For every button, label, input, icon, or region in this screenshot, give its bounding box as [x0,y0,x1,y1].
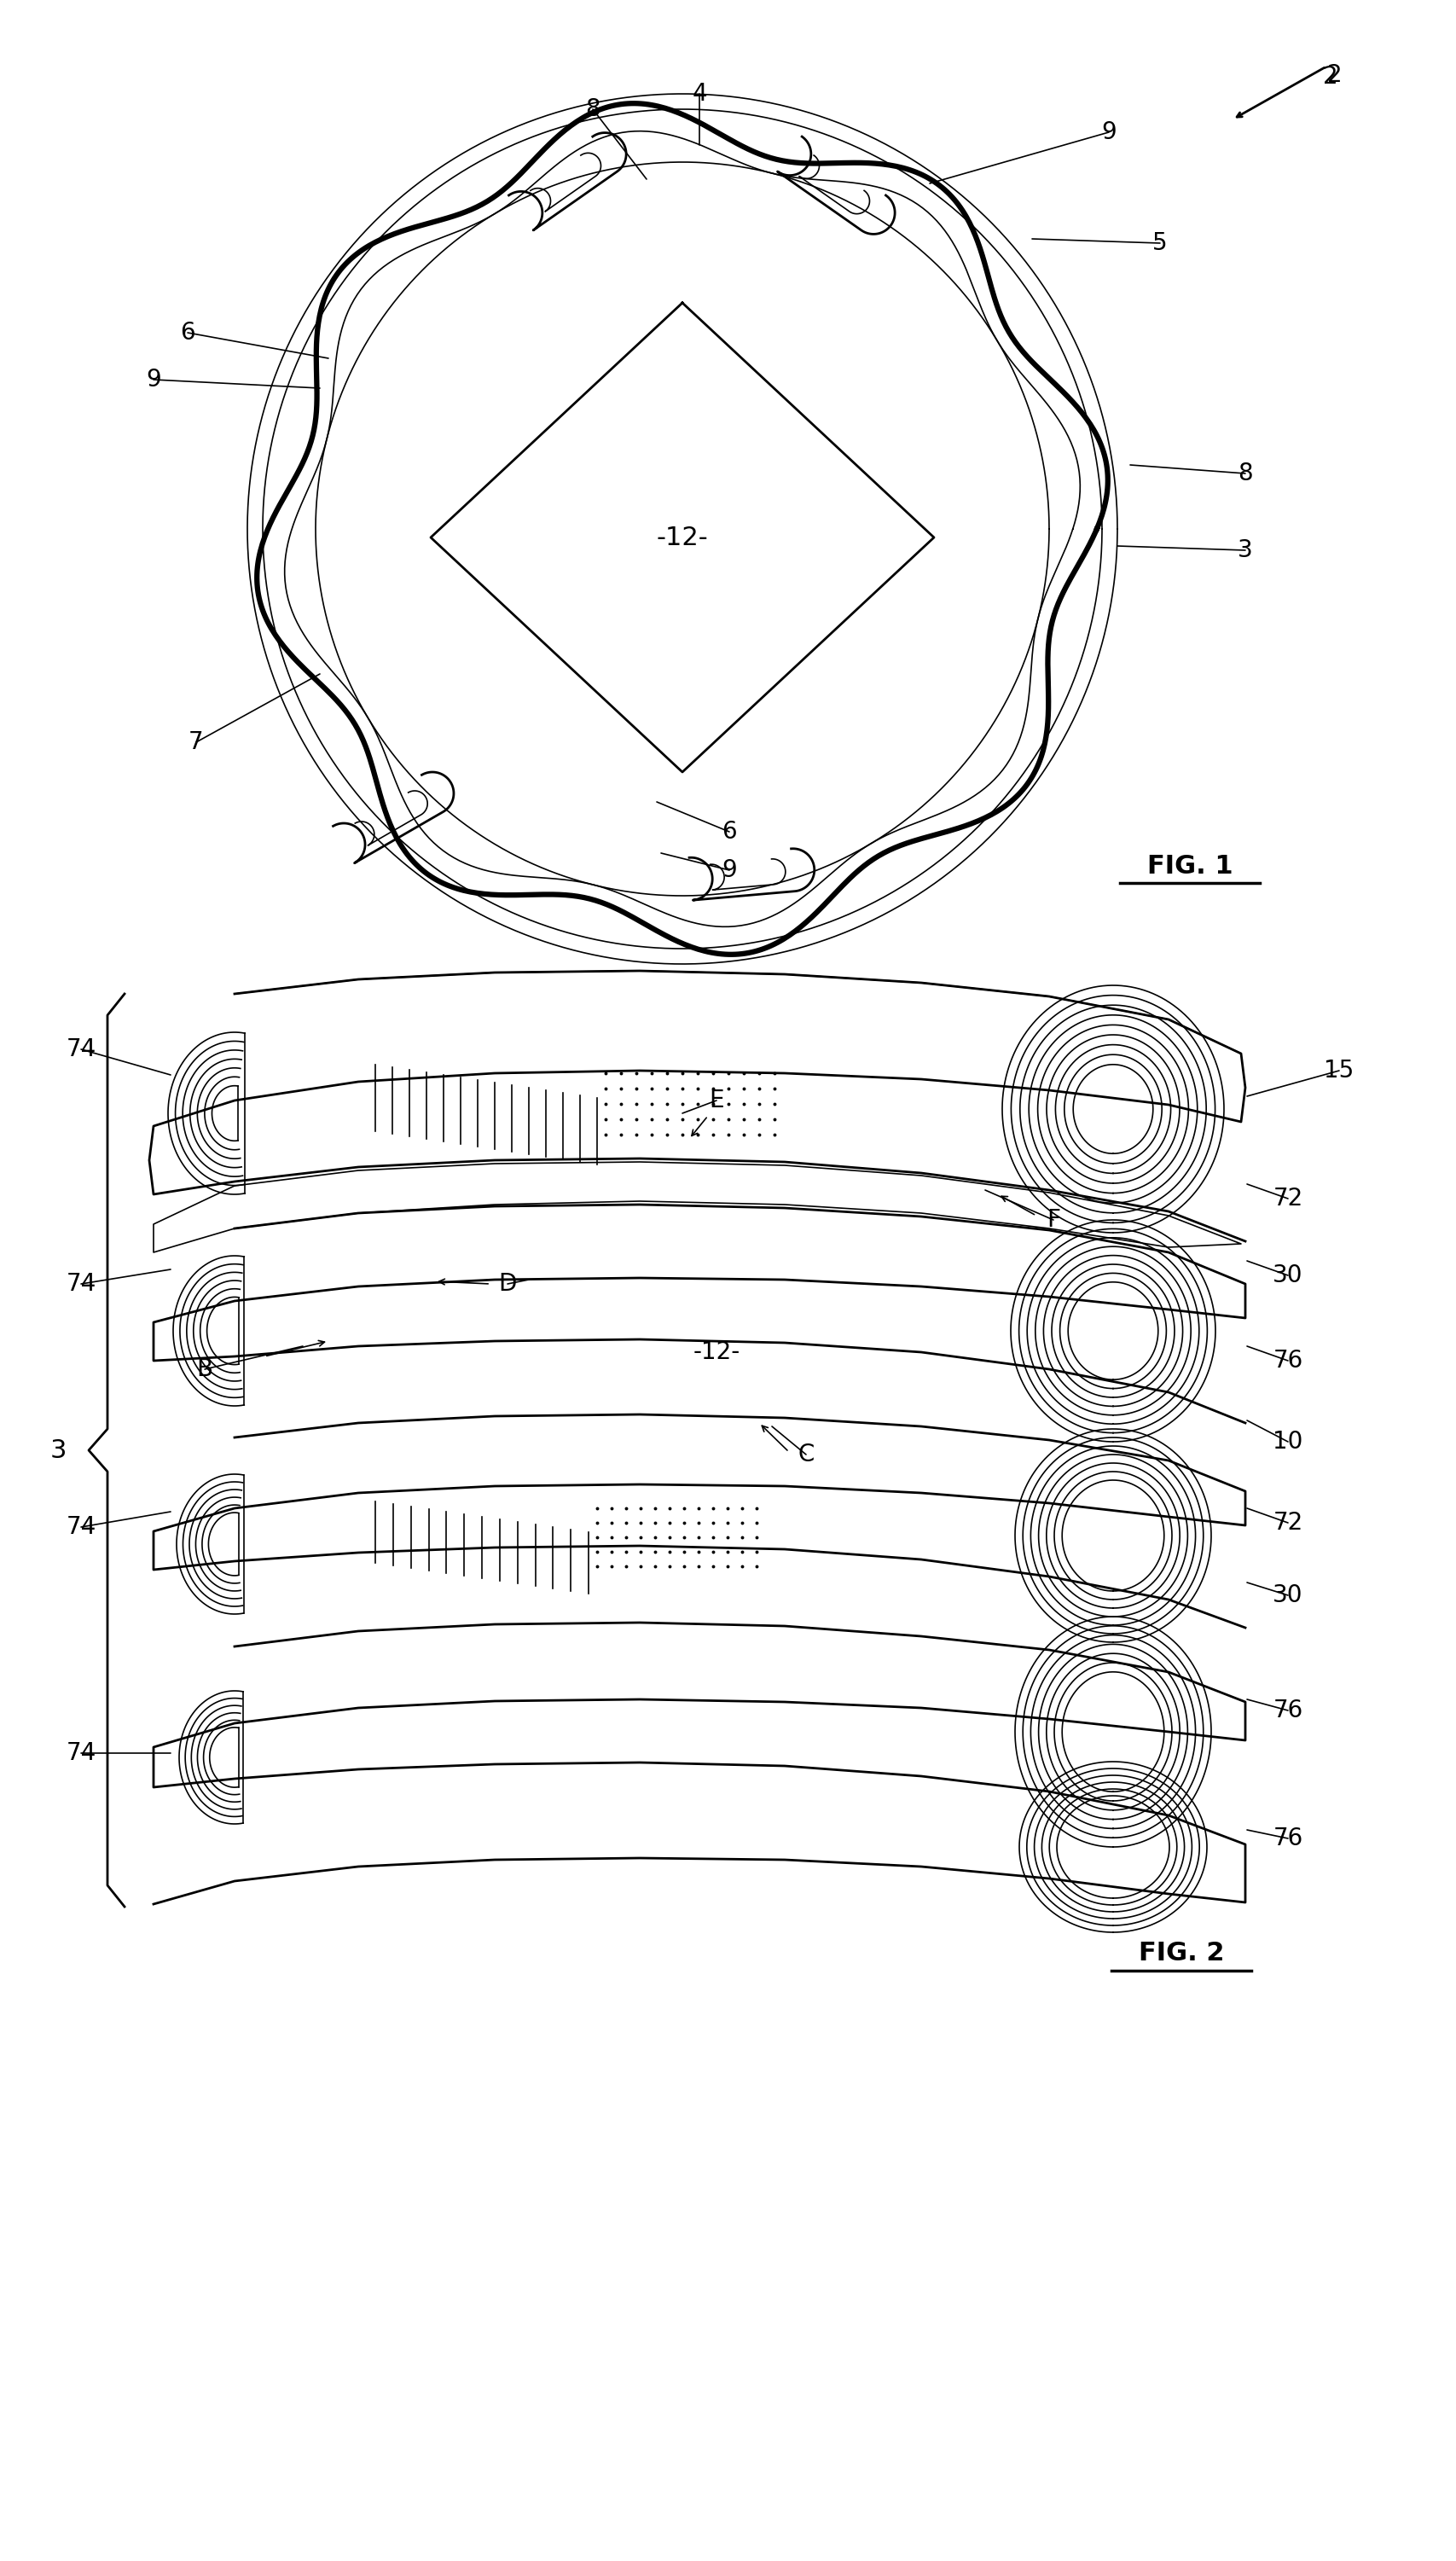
Text: 6: 6 [722,820,737,843]
Text: 3: 3 [50,1437,67,1462]
Text: C: C [798,1442,814,1467]
Text: -12-: -12- [693,1339,740,1365]
Text: 6: 6 [181,320,195,346]
Text: 15: 15 [1324,1058,1354,1083]
Text: 9: 9 [722,858,737,881]
Text: 2: 2 [1324,64,1338,90]
Text: 76: 76 [1273,1350,1303,1373]
Text: 74: 74 [66,1037,96,1060]
Text: 2: 2 [1328,64,1342,87]
Text: 10: 10 [1273,1429,1303,1455]
Text: 72: 72 [1273,1511,1303,1534]
Text: D: D [498,1273,517,1296]
Text: 7: 7 [189,730,204,753]
Text: 74: 74 [66,1273,96,1296]
Text: 74: 74 [66,1516,96,1539]
Text: 72: 72 [1273,1186,1303,1211]
Text: 76: 76 [1273,1698,1303,1724]
Text: 30: 30 [1273,1583,1303,1608]
Text: 4: 4 [692,82,708,105]
Text: 30: 30 [1273,1263,1303,1288]
Text: 8: 8 [585,97,600,120]
Text: -12-: -12- [657,525,708,551]
Text: 3: 3 [1238,538,1254,563]
Text: 74: 74 [66,1741,96,1765]
Text: E: E [709,1088,724,1111]
Text: 9: 9 [146,369,162,392]
Text: 8: 8 [1238,461,1252,487]
Text: 9: 9 [1101,120,1117,143]
Text: FIG. 1: FIG. 1 [1147,853,1233,878]
Text: F: F [1047,1209,1060,1232]
Text: B: B [197,1357,213,1380]
Text: 5: 5 [1153,230,1168,256]
Text: 76: 76 [1273,1826,1303,1852]
Text: FIG. 2: FIG. 2 [1139,1941,1224,1967]
